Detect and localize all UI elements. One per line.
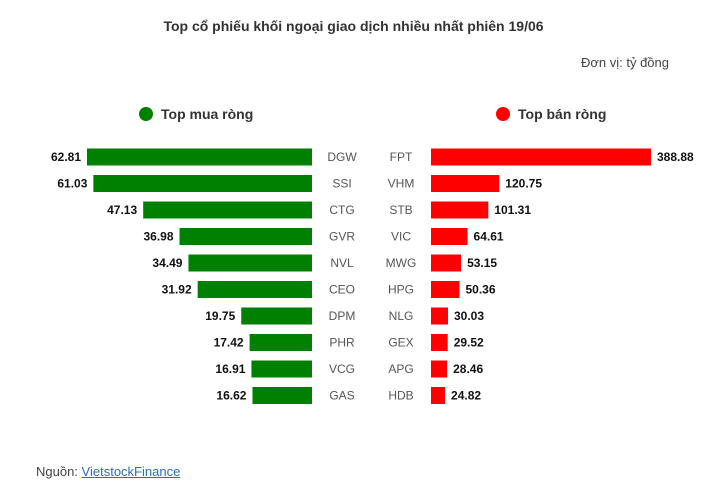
buy-ticker-label: PHR (329, 336, 355, 350)
sell-bar-apg (431, 360, 448, 378)
buy-ticker-label: GVR (329, 230, 355, 244)
sell-value-label: 64.61 (474, 230, 504, 244)
sell-bar-stb (431, 201, 489, 219)
legend-sell: Top bán ròng (496, 106, 606, 122)
source-link[interactable]: VietstockFinance (81, 464, 181, 479)
buy-value-label: 16.62 (216, 389, 246, 403)
buy-ticker-label: NVL (330, 256, 354, 270)
buy-value-label: 34.49 (152, 256, 182, 270)
buy-bar-ctg (143, 201, 312, 219)
buy-bar-ssi (93, 175, 312, 192)
buy-ticker-label: VCG (329, 362, 355, 376)
sell-ticker-label: FPT (390, 150, 413, 164)
sell-ticker-label: MWG (386, 256, 417, 270)
buy-value-label: 17.42 (214, 336, 244, 350)
legend-buy-dot (139, 107, 153, 121)
sell-value-label: 24.82 (451, 389, 481, 403)
buy-ticker-label: DGW (327, 150, 357, 164)
legend-buy: Top mua ròng (139, 106, 253, 122)
buy-value-label: 62.81 (51, 150, 81, 164)
buy-value-label: 19.75 (205, 309, 235, 323)
sell-value-label: 50.36 (465, 283, 495, 297)
buy-value-label: 47.13 (107, 203, 137, 217)
sell-value-label: 120.75 (505, 177, 542, 191)
sell-value-label: 388.88 (657, 150, 694, 164)
sell-value-label: 30.03 (454, 309, 484, 323)
buy-bar-phr (249, 334, 312, 351)
sell-bar-gex (431, 334, 448, 351)
chart-title: Top cổ phiếu khối ngoại giao dịch nhiều … (163, 18, 544, 34)
sell-value-label: 28.46 (453, 362, 483, 376)
sell-value-label: 29.52 (454, 336, 484, 350)
buy-bar-dgw (87, 148, 312, 166)
buy-ticker-label: DPM (329, 309, 356, 323)
sell-value-label: 101.31 (494, 203, 531, 217)
buy-bar-vcg (251, 360, 312, 378)
sell-ticker-label: NLG (389, 309, 414, 323)
sell-bar-hdb (431, 387, 446, 404)
buy-value-label: 36.98 (143, 230, 173, 244)
bar-chart: 62.81 DGW 61.03 SSI 47.13 CTG 36.98 GVR 34.49 NVL… (51, 148, 694, 404)
sell-ticker-label: HPG (388, 283, 414, 297)
legend-sell-label: Top bán ròng (518, 106, 607, 122)
source-note: Nguồn: VietstockFinance (36, 464, 180, 479)
buy-bar-nvl (188, 254, 312, 272)
sell-ticker-label: APG (388, 362, 413, 376)
legend-sell-dot (496, 107, 510, 121)
buy-bar-gas (252, 387, 312, 404)
sell-ticker-label: GEX (388, 336, 413, 350)
source-label: Nguồn: (36, 464, 82, 479)
sell-ticker-label: STB (389, 203, 412, 217)
sell-bar-vhm (431, 175, 500, 192)
buy-value-label: 61.03 (57, 177, 87, 191)
buy-ticker-label: GAS (329, 389, 354, 403)
buy-value-label: 16.91 (215, 362, 245, 376)
sell-bar-fpt (431, 148, 651, 166)
sell-bar-nlg (431, 307, 448, 325)
buy-ticker-label: SSI (332, 177, 351, 191)
buy-ticker-label: CEO (329, 283, 355, 297)
buy-bar-ceo (197, 281, 312, 298)
sell-bar-mwg (431, 254, 462, 272)
sell-bar-vic (431, 228, 468, 245)
sell-ticker-label: HDB (388, 389, 413, 403)
legend-buy-label: Top mua ròng (161, 106, 254, 122)
sell-bar-hpg (431, 281, 460, 298)
buy-value-label: 31.92 (162, 283, 192, 297)
buy-ticker-label: CTG (329, 203, 354, 217)
sell-value-label: 53.15 (467, 256, 497, 270)
buy-bar-dpm (241, 307, 312, 325)
buy-bar-gvr (179, 228, 312, 245)
sell-ticker-label: VHM (388, 177, 415, 191)
sell-ticker-label: VIC (391, 230, 411, 244)
unit-label: Đơn vị: tỷ đồng (580, 55, 669, 70)
